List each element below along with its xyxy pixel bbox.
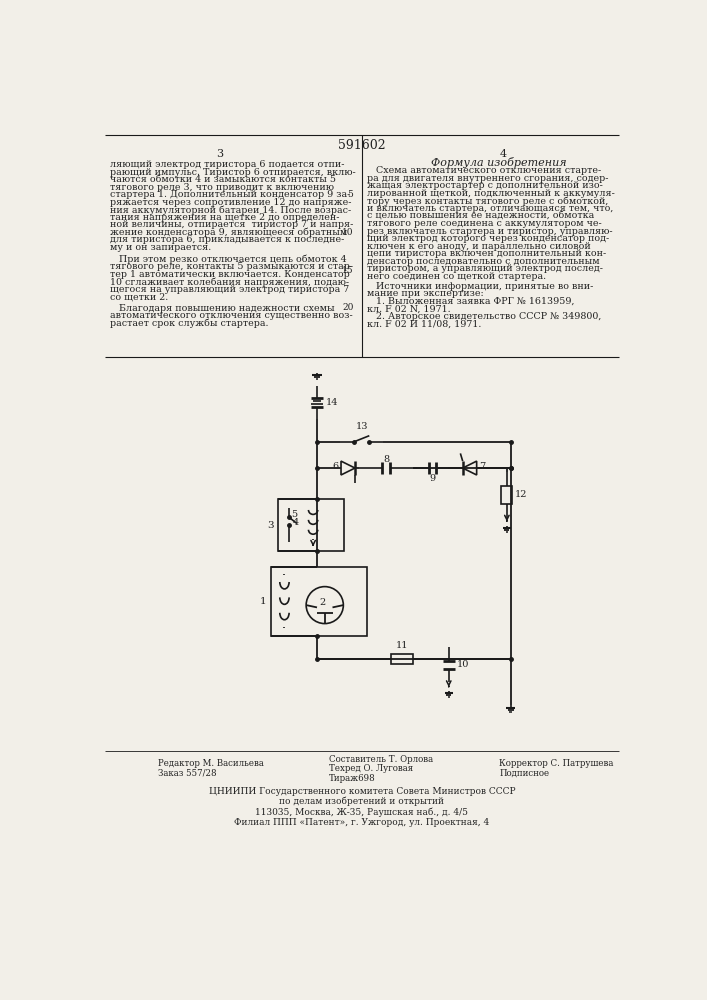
Text: тягового реле соединена с аккумулятором че-: тягового реле соединена с аккумулятором …	[368, 219, 602, 228]
Bar	[279, 499, 344, 551]
Text: кл. F 02 И 11/08, 1971.: кл. F 02 И 11/08, 1971.	[368, 319, 481, 328]
Text: Формула изобретения: Формула изобретения	[431, 157, 567, 168]
Text: тер 1 автоматически включается. Конденсатор: тер 1 автоматически включается. Конденса…	[110, 270, 350, 279]
Text: ния аккумуляторной батареи 14. После возрас-: ния аккумуляторной батареи 14. После воз…	[110, 205, 351, 215]
Text: чаются обмотки 4 и замыкаются контакты 5: чаются обмотки 4 и замыкаются контакты 5	[110, 175, 336, 184]
Text: Заказ 557/28: Заказ 557/28	[158, 768, 217, 777]
Text: Схема автоматического отключения старте-: Схема автоматического отключения старте-	[368, 166, 602, 175]
Text: цепи тиристора включен дополнительный кон-: цепи тиристора включен дополнительный ко…	[368, 249, 607, 258]
Text: Корректор С. Патрушева: Корректор С. Патрушева	[499, 759, 614, 768]
Text: ляющий электрод тиристора 6 подается отпи-: ляющий электрод тиристора 6 подается отп…	[110, 160, 344, 169]
Text: Редактор М. Васильева: Редактор М. Васильева	[158, 759, 264, 768]
Text: 5: 5	[291, 510, 298, 519]
Bar	[501, 486, 513, 504]
Text: рающий импульс. Тиристор 6 отпирается, вклю-: рающий импульс. Тиристор 6 отпирается, в…	[110, 168, 356, 177]
Text: жащая электростартер с дополнительной изо-: жащая электростартер с дополнительной из…	[368, 181, 603, 190]
Text: 5: 5	[348, 190, 354, 199]
Text: 20: 20	[342, 303, 354, 312]
Text: 10: 10	[342, 228, 354, 237]
Text: по делам изобретений и открытий: по делам изобретений и открытий	[279, 797, 445, 806]
Text: 2: 2	[320, 598, 325, 607]
Text: мание при экспертизе:: мание при экспертизе:	[368, 289, 484, 298]
Text: 1: 1	[260, 597, 267, 606]
Text: 12: 12	[515, 490, 527, 499]
Text: ра для двигателя внутреннего сгорания, содер-: ра для двигателя внутреннего сгорания, с…	[368, 174, 609, 183]
Text: Тираж698: Тираж698	[329, 774, 375, 783]
Text: щий электрод которого через конденсатор под-: щий электрод которого через конденсатор …	[368, 234, 609, 243]
Text: для тиристора 6, прикладывается к последне-: для тиристора 6, прикладывается к послед…	[110, 235, 344, 244]
Text: кл. F 02 N, 1971.: кл. F 02 N, 1971.	[368, 304, 451, 313]
Text: ЦНИИПИ Государственного комитета Совета Министров СССР: ЦНИИПИ Государственного комитета Совета …	[209, 787, 515, 796]
Text: со щетки 2.: со щетки 2.	[110, 292, 168, 301]
Text: него соединен со щеткой стартера.: него соединен со щеткой стартера.	[368, 272, 547, 281]
Text: 9: 9	[429, 474, 436, 483]
Text: Источники информации, принятые во вни-: Источники информации, принятые во вни-	[368, 282, 594, 291]
Text: 6: 6	[332, 462, 339, 471]
Text: и включатель стартера, отличающаяся тем, что,: и включатель стартера, отличающаяся тем,…	[368, 204, 614, 213]
Text: 10 сглаживает колебания напряжения, подаю-: 10 сглаживает колебания напряжения, пода…	[110, 277, 349, 287]
Text: щегося на управляющий электрод тиристора 7: щегося на управляющий электрод тиристора…	[110, 285, 349, 294]
Text: 7: 7	[479, 462, 485, 471]
Text: Подписное: Подписное	[499, 768, 549, 777]
Text: му и он запирается.: му и он запирается.	[110, 243, 211, 252]
Text: 113035, Москва, Ж-35, Раушская наб., д. 4/5: 113035, Москва, Ж-35, Раушская наб., д. …	[255, 808, 469, 817]
Text: Техред О. Луговая: Техред О. Луговая	[329, 764, 413, 773]
Text: с целью повышения ее надежности, обмотка: с целью повышения ее надежности, обмотка	[368, 211, 595, 220]
Text: тору через контакты тягового реле с обмоткой,: тору через контакты тягового реле с обмо…	[368, 196, 609, 206]
Text: 3: 3	[216, 149, 223, 159]
Text: 591602: 591602	[338, 139, 386, 152]
Text: ключен к его аноду, и параллельно силовой: ключен к его аноду, и параллельно силово…	[368, 242, 591, 251]
Text: 11: 11	[396, 641, 409, 650]
Text: Филиал ППП «Патент», г. Ужгород, ул. Проектная, 4: Филиал ППП «Патент», г. Ужгород, ул. Про…	[234, 818, 489, 827]
Text: 10: 10	[457, 660, 469, 669]
Text: 4: 4	[499, 149, 506, 159]
Text: 8: 8	[383, 455, 389, 464]
Bar	[392, 654, 413, 664]
Text: 4: 4	[293, 518, 299, 527]
Text: жение конденсатора 9, являющееся обратным: жение конденсатора 9, являющееся обратны…	[110, 228, 347, 237]
Text: стартера 1. Дополнительный конденсатор 9 за-: стартера 1. Дополнительный конденсатор 9…	[110, 190, 351, 199]
Text: лированной щеткой, подключенный к аккумуля-: лированной щеткой, подключенный к аккуму…	[368, 189, 615, 198]
Text: тягового реле 3, что приводит к включению: тягового реле 3, что приводит к включени…	[110, 183, 334, 192]
Text: рез включатель стартера и тиристор, управляю-: рез включатель стартера и тиристор, упра…	[368, 227, 613, 236]
Text: растает срок службы стартера.: растает срок службы стартера.	[110, 319, 269, 328]
Text: ной величины, отпирается  тиристор 7 и напря-: ной величины, отпирается тиристор 7 и на…	[110, 220, 354, 229]
Text: При этом резко отключается цепь обмоток 4: При этом резко отключается цепь обмоток …	[110, 254, 346, 264]
Text: 14: 14	[325, 398, 338, 407]
Text: Составитель Т. Орлова: Составитель Т. Орлова	[329, 755, 433, 764]
Text: 2. Авторское свидетельство СССР № 349800,: 2. Авторское свидетельство СССР № 349800…	[368, 312, 602, 321]
Text: 1. Выложенная заявка ФРГ № 1613959,: 1. Выложенная заявка ФРГ № 1613959,	[368, 297, 575, 306]
Text: автоматического отключения существенно воз-: автоматического отключения существенно в…	[110, 311, 353, 320]
Text: тиристором, а управляющий электрод послед-: тиристором, а управляющий электрод после…	[368, 264, 603, 273]
Text: Благодаря повышению надежности схемы: Благодаря повышению надежности схемы	[110, 304, 334, 313]
Text: денсатор последовательно с дополнительным: денсатор последовательно с дополнительны…	[368, 257, 600, 266]
Text: 13: 13	[356, 422, 368, 431]
Text: 3: 3	[268, 521, 274, 530]
Text: ряжается через сопротивление 12 до напряже-: ряжается через сопротивление 12 до напря…	[110, 198, 351, 207]
Bar	[271, 567, 368, 636]
Text: тания напряжения на щетке 2 до определен-: тания напряжения на щетке 2 до определен…	[110, 213, 339, 222]
Text: тягового реле, контакты 5 размыкаются и стар-: тягового реле, контакты 5 размыкаются и …	[110, 262, 354, 271]
Text: 15: 15	[341, 266, 354, 275]
